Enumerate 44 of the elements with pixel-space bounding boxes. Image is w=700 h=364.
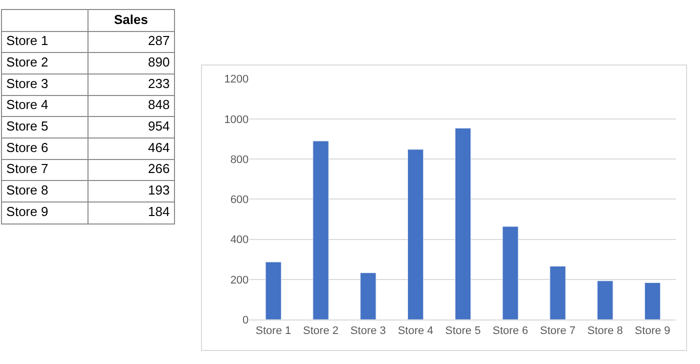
x-tick-label: Store 1 [256, 324, 292, 337]
y-tick-label: 400 [230, 234, 249, 246]
category-label: Store 4 [6, 97, 48, 112]
bar [360, 272, 376, 320]
category-label: Store 2 [6, 54, 48, 70]
y-tick-label: 800 [230, 154, 249, 166]
data-label: 287 [148, 33, 170, 48]
category-label: Store 5 [6, 118, 48, 134]
category-label: Store 6 [6, 140, 48, 155]
data-label: 233 [148, 76, 170, 91]
category-label: Store 7 [6, 161, 48, 176]
category-label: Store 3 [6, 76, 48, 91]
bar [644, 282, 661, 320]
bar [265, 262, 282, 320]
y-tick-label: 200 [230, 274, 249, 286]
x-tick-label: Store 2 [303, 324, 339, 337]
y-tick-label: 0 [242, 314, 249, 326]
y-tick-label: 1200 [224, 74, 249, 86]
category-label: Store 9 [6, 204, 48, 219]
bar [502, 226, 518, 320]
x-tick-label: Store 4 [398, 324, 434, 337]
category-label: Store 8 [6, 182, 48, 198]
data-label: 184 [148, 204, 170, 219]
data-label: 193 [148, 182, 170, 198]
x-tick-label: Store 3 [350, 324, 386, 337]
data-label: 848 [148, 97, 170, 112]
bar [312, 140, 329, 320]
y-tick-label: 600 [230, 194, 249, 206]
data-label: 464 [148, 140, 170, 155]
bar [597, 280, 614, 320]
data-label: 890 [148, 54, 170, 70]
bar [407, 149, 424, 320]
x-tick-label: Store 5 [445, 324, 481, 337]
x-tick-label: Store 7 [540, 324, 576, 337]
text: Sales [114, 12, 148, 27]
bar [454, 128, 472, 320]
category-label: Store 1 [6, 33, 48, 48]
y-tick-label: 1000 [224, 114, 249, 126]
data-label: 266 [148, 161, 170, 176]
x-tick-label: Store 6 [492, 324, 528, 337]
data-label: 954 [148, 118, 170, 134]
x-tick-label: Store 8 [587, 324, 623, 337]
bar [550, 266, 566, 320]
x-tick-label: Store 9 [634, 324, 670, 337]
